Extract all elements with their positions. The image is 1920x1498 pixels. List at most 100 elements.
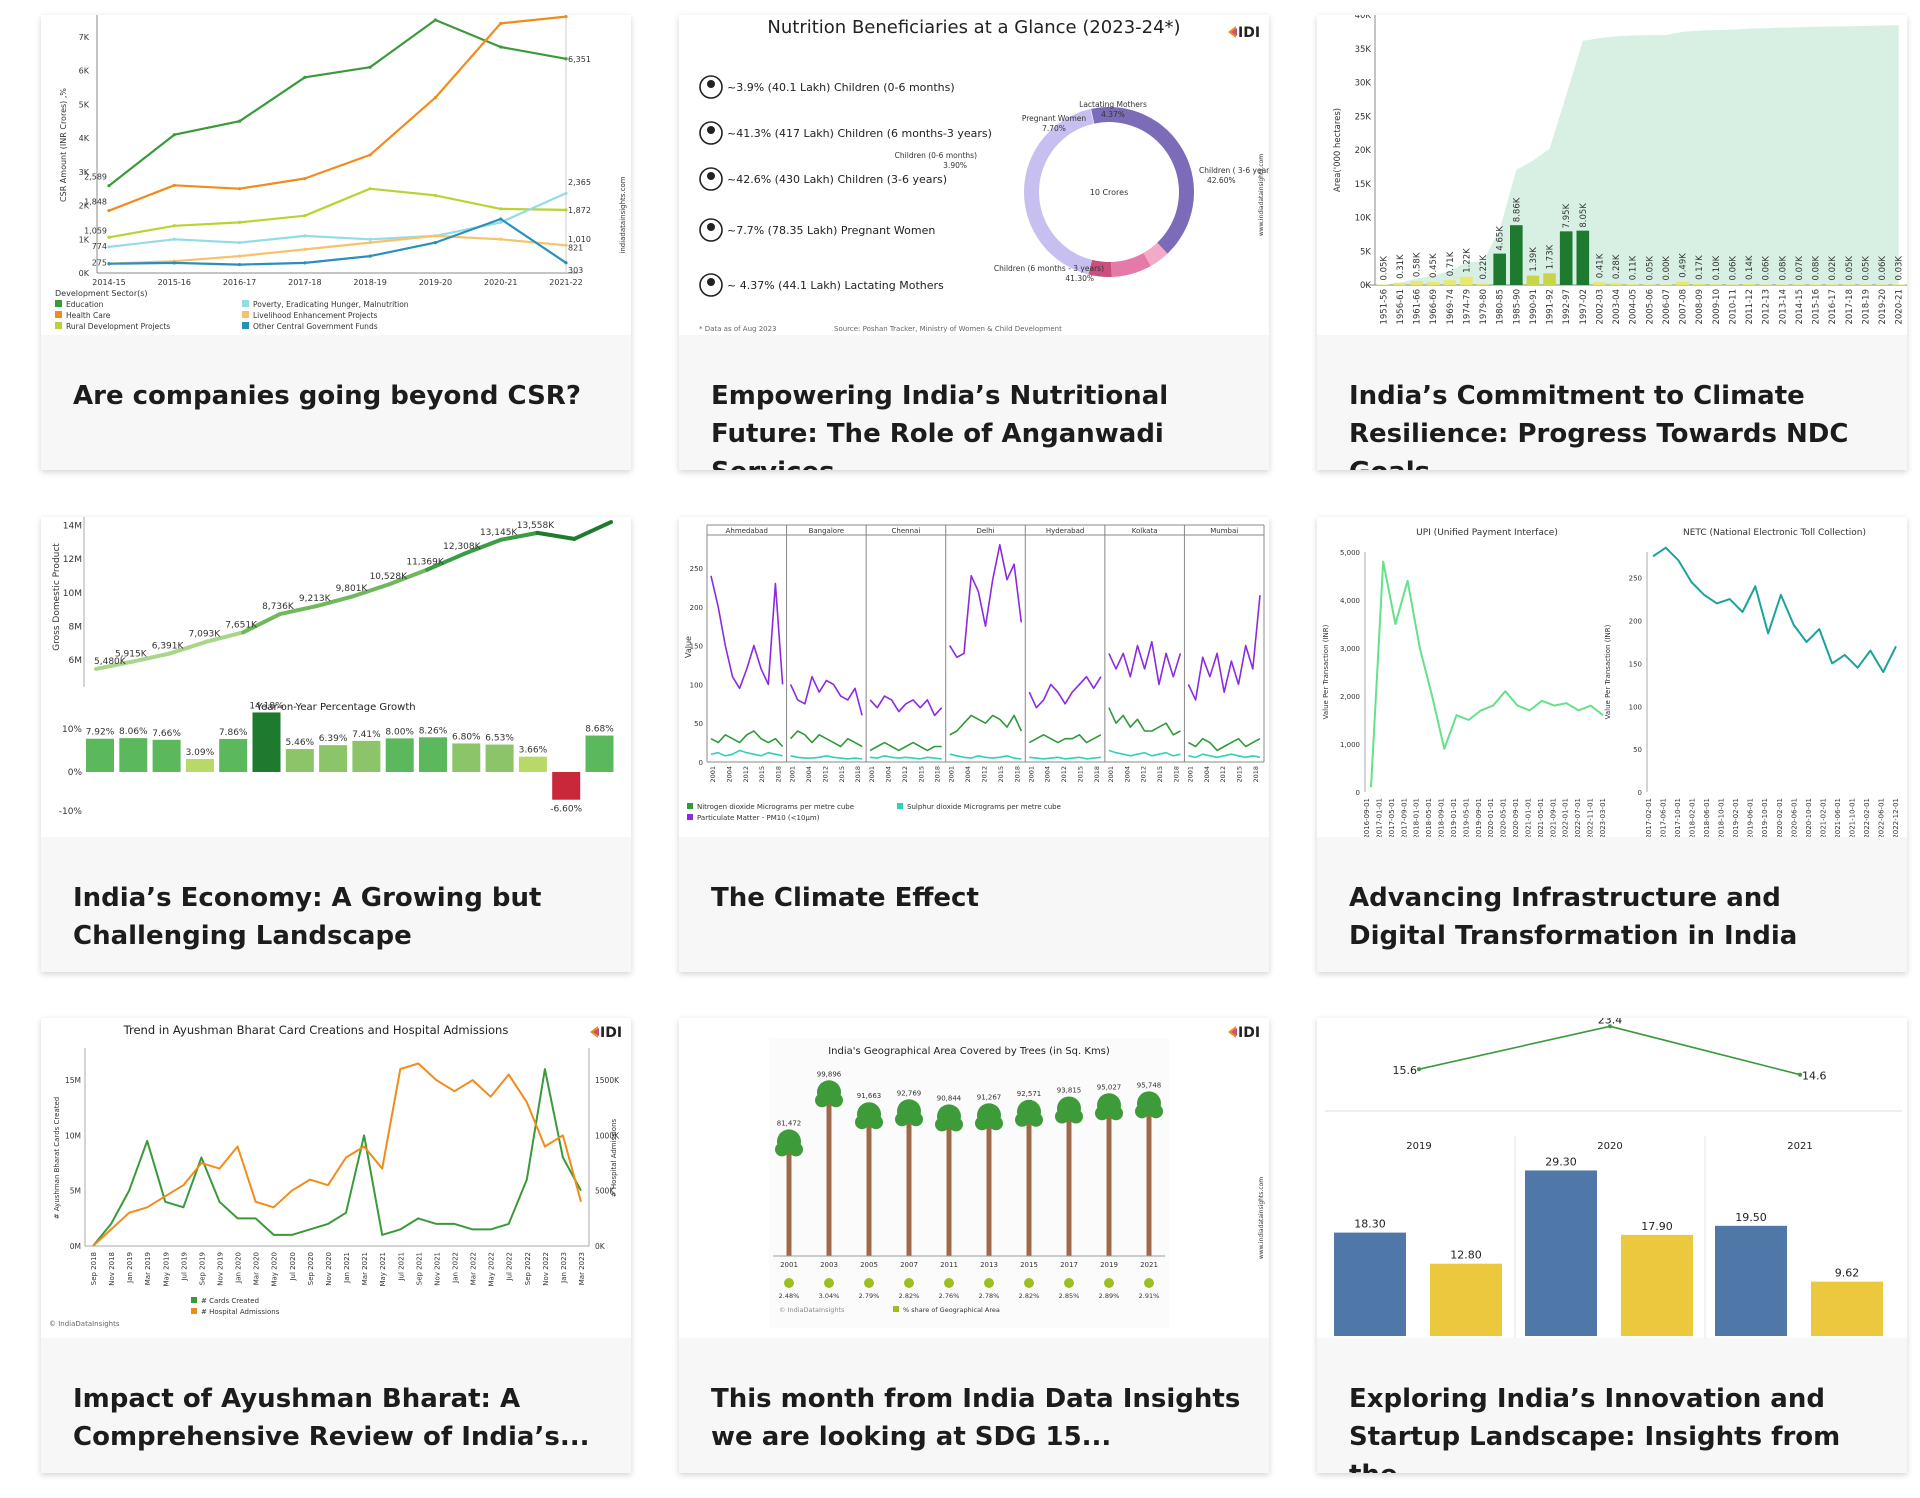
gdp-line-segment [388, 567, 430, 586]
article-card-startups[interactable]: 15.6 23.4 14.6 2019 2020 2021 18.30 12.80 29.30 1… [1317, 1018, 1907, 1473]
tree-cover-chart: IDI India's Geographical Area Covered by … [769, 1025, 1265, 1328]
x-tick-label: Mar 2022 [470, 1252, 478, 1285]
logo-mark-icon [1231, 1028, 1237, 1036]
series-line [1108, 640, 1182, 686]
y-tick-label: 3K [79, 168, 90, 177]
article-card-ayushman-bharat[interactable]: Trend in Ayushman Bharat Card Creations … [41, 1018, 631, 1473]
legend-label: Rural Development Projects [66, 322, 170, 331]
tree-canopy-icon [1135, 1104, 1149, 1119]
legend-label: Sulphur dioxide Micrograms per metre cub… [907, 803, 1061, 811]
y-axis-label: Value Per Transaction (INR) [1322, 624, 1330, 719]
beneficiary-icon [707, 278, 715, 286]
bar [1859, 284, 1872, 285]
share-dot [1104, 1278, 1114, 1288]
card-thumbnail[interactable]: IDI India's Geographical Area Covered by … [679, 1018, 1269, 1338]
article-card-economy[interactable]: 6M 8M 10M 12M 14M Gross Domestic Product 5,480… [41, 517, 631, 972]
slice-value: 42.60% [1207, 176, 1236, 185]
article-card-climate-effect[interactable]: Value 0 50 100 150 200 250 Ahmedabad 2001 2004 201… [679, 517, 1269, 972]
x-tick-label: 2018-19 [1861, 289, 1871, 325]
data-label: 95,748 [1137, 1081, 1162, 1089]
tree-canopy-icon [895, 1112, 909, 1127]
data-label: 821 [568, 243, 583, 252]
article-card-nutrition[interactable]: Nutrition Beneficiaries at a Glance (202… [679, 15, 1269, 470]
legend-swatch [897, 803, 903, 809]
panel-title: Delhi [976, 527, 994, 535]
series-point [499, 207, 503, 211]
card-thumbnail[interactable]: UPI (Unified Payment Interface) Value Per… [1317, 517, 1907, 837]
growth-bar [185, 759, 214, 772]
x-tick-label: 2011-12 [1745, 289, 1755, 325]
y-tick-label: 1500K [595, 1076, 620, 1085]
trend-point [1798, 1072, 1802, 1077]
article-card-sdg15[interactable]: IDI India's Geographical Area Covered by … [679, 1018, 1269, 1473]
card-title[interactable]: Empowering India’s Nutritional Future: T… [711, 381, 1169, 470]
article-card-digital-infrastructure[interactable]: UPI (Unified Payment Interface) Value Per… [1317, 517, 1907, 972]
x-tick-label: 2020-02-01 [1776, 798, 1784, 837]
card-title[interactable]: India’s Economy: A Growing but Challengi… [73, 883, 542, 951]
x-tick-label: 2009-10 [1712, 289, 1722, 325]
article-card-climate-resilience[interactable]: 0K 5K 10K 15K 20K 25K 30K 35K 40K Area('000 hecta… [1317, 15, 1907, 470]
card-thumbnail[interactable]: 6M 8M 10M 12M 14M Gross Domestic Product 5,480… [41, 517, 631, 837]
panel-title: Bangalore [809, 527, 845, 535]
x-tick-label: 2021 [1140, 1261, 1158, 1269]
card-title[interactable]: Impact of Ayushman Bharat: A Comprehensi… [73, 1384, 590, 1452]
bar [1576, 230, 1590, 285]
card-thumbnail[interactable]: 15.6 23.4 14.6 2019 2020 2021 18.30 12.80 29.30 1… [1317, 1018, 1907, 1338]
data-label: 13,145K [480, 528, 518, 538]
data-label: 275 [92, 259, 107, 268]
data-label: 7.66% [152, 729, 181, 739]
series-point [368, 241, 372, 245]
series-line [790, 755, 863, 760]
data-label: 0.41K [1595, 253, 1605, 278]
x-tick-label: 2022-01-01 [1562, 798, 1570, 837]
data-label: 8.68% [585, 725, 614, 735]
x-tick-label: 2004 [1044, 766, 1052, 783]
x-tick-label: 2004 [1203, 766, 1211, 783]
afforestation-bar-chart: 0K 5K 10K 15K 20K 25K 30K 35K 40K Area('000 hecta… [1333, 15, 1907, 325]
tree-canopy-icon [909, 1112, 923, 1127]
data-label: 6.39% [319, 734, 348, 744]
y-tick-label: -10% [59, 807, 83, 817]
card-title[interactable]: India’s Commitment to Climate Resilience… [1349, 381, 1849, 470]
card-title[interactable]: The Climate Effect [711, 883, 979, 913]
card-thumbnail[interactable]: 0K 5K 10K 15K 20K 25K 30K 35K 40K Area('000 hecta… [1317, 15, 1907, 335]
x-tick-label: 2002-03 [1595, 289, 1605, 325]
card-thumbnail[interactable]: Value 0 50 100 150 200 250 Ahmedabad 2001 2004 201… [679, 517, 1269, 837]
x-tick-label: 2021-10-01 [1848, 798, 1856, 837]
bar [1476, 283, 1490, 285]
x-tick-label: 2019-06-01 [1747, 798, 1755, 837]
card-title[interactable]: Exploring India’s Innovation and Startup… [1349, 1384, 1841, 1473]
growth-bar [518, 756, 547, 772]
bar [1742, 284, 1756, 285]
panel-title: Mumbai [1210, 527, 1238, 535]
card-thumbnail[interactable]: 0K 1K 2K 3K 4K 5K 6K 7K CSR Amount (INR Crores) … [41, 15, 631, 335]
card-title[interactable]: Are companies going beyond CSR? [73, 381, 581, 411]
slice-label: Children ( 3-6 years) [1199, 166, 1269, 175]
card-title[interactable]: Advancing Infrastructure and Digital Tra… [1349, 883, 1798, 951]
x-tick-label: 2018 [1252, 766, 1260, 783]
data-label: 0.05K [1845, 256, 1855, 281]
series-point [433, 18, 438, 22]
tree-canopy-icon [975, 1116, 989, 1131]
x-tick-label: 2012 [1219, 766, 1227, 783]
series-line [92, 1062, 582, 1247]
article-card-csr[interactable]: 0K 1K 2K 3K 4K 5K 6K 7K CSR Amount (INR Crores) … [41, 15, 631, 470]
data-label: 14.6 [1802, 1070, 1827, 1083]
card-thumbnail[interactable]: Nutrition Beneficiaries at a Glance (202… [679, 15, 1269, 335]
series-line [949, 543, 1023, 659]
card-thumbnail[interactable]: Trend in Ayushman Bharat Card Creations … [41, 1018, 631, 1338]
share-label: 2.89% [1099, 1292, 1120, 1300]
y-tick-label: 10% [62, 725, 82, 735]
series-point [368, 153, 372, 157]
card-title[interactable]: This month from India Data Insights we a… [711, 1384, 1241, 1452]
x-tick-label: 2018 [934, 766, 942, 783]
tree-canopy-icon [775, 1142, 789, 1157]
data-label: 9.62 [1835, 1267, 1860, 1280]
x-tick-label: Jul 2022 [506, 1252, 514, 1282]
x-tick-label: 2020-09-01 [1512, 798, 1520, 837]
data-label: 29.30 [1545, 1155, 1577, 1168]
slice-label: Children (0-6 months) [895, 151, 977, 160]
startup-bar-chart: 15.6 23.4 14.6 2019 2020 2021 18.30 12.80 29.30 1… [1325, 1018, 1902, 1338]
x-tick-label: Jan 2021 [343, 1252, 351, 1284]
tree-canopy-icon [829, 1093, 843, 1108]
